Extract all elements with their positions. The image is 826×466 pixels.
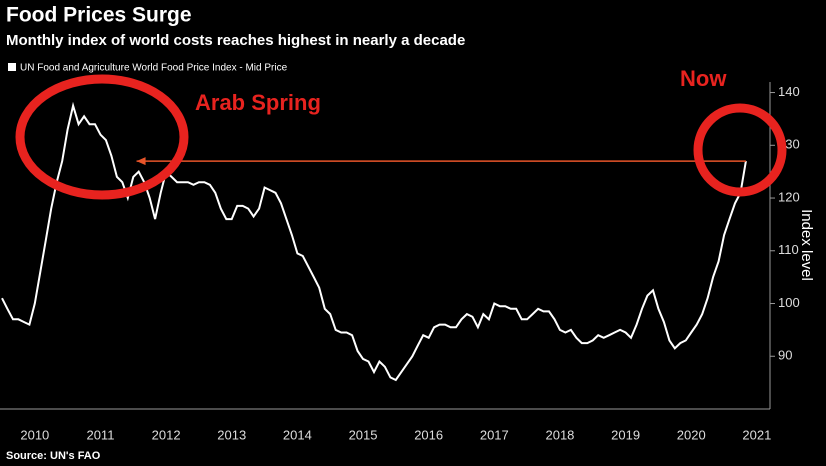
x-tick-label: 2012 [152, 427, 181, 442]
x-tick-label: 2020 [677, 427, 706, 442]
legend-swatch [8, 63, 16, 71]
y-tick-label: 140 [778, 84, 800, 99]
x-tick-label: 2014 [283, 427, 312, 442]
x-tick-label: 2021 [742, 427, 771, 442]
x-tick-label: 2016 [414, 427, 443, 442]
x-tick-label: 2018 [545, 427, 574, 442]
x-tick-label: 2011 [86, 427, 114, 442]
y-axis-label: Index level [798, 209, 815, 281]
x-tick-label: 2019 [611, 427, 640, 442]
chart-subtitle: Monthly index of world costs reaches hig… [6, 32, 465, 49]
y-tick-label: 120 [778, 189, 800, 204]
y-tick-label: 110 [778, 242, 799, 257]
source: Source: UN's FAO [6, 450, 101, 462]
highlight-circle [15, 74, 189, 200]
x-tick-label: 2013 [217, 427, 246, 442]
y-tick-label: 90 [778, 348, 792, 363]
highlight-circle [693, 103, 787, 197]
y-tick-label: 100 [778, 295, 800, 310]
x-tick-label: 2015 [349, 427, 378, 442]
chart-title: Food Prices Surge [6, 4, 192, 27]
legend-label: UN Food and Agriculture World Food Price… [20, 63, 288, 74]
annotation: Arab Spring [195, 90, 321, 115]
x-tick-label: 2017 [480, 427, 509, 442]
x-tick-label: 2010 [20, 427, 49, 442]
arrow-head [136, 157, 146, 166]
annotation: Now [680, 66, 727, 91]
